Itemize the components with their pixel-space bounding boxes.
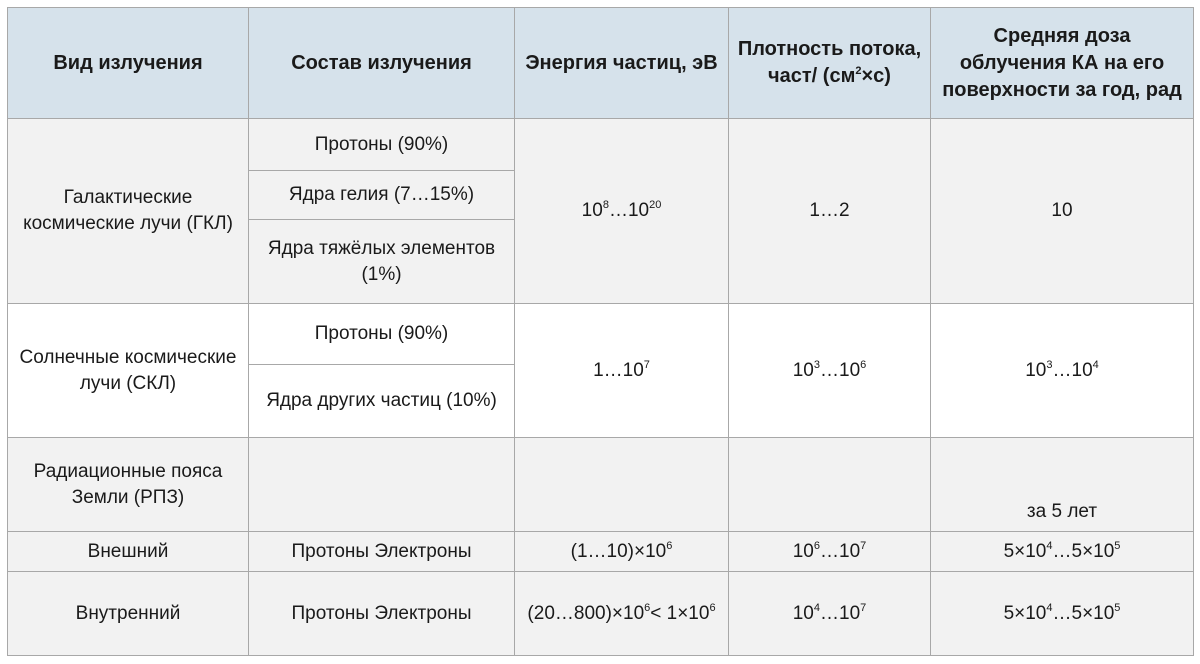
rpz-name: Радиационные пояса Земли (РПЗ): [7, 437, 249, 532]
outer-energy: (1…10)×106: [514, 531, 729, 572]
header-flux-text-end: ×с): [861, 65, 891, 87]
skl-dose: 103…104: [930, 303, 1194, 438]
gkl-name: Галактические космические лучи (ГКЛ): [7, 118, 249, 304]
table-row: Ядра тяжёлых элементов (1%): [8, 219, 1194, 304]
outer-comp: Протоны Электроны: [248, 531, 515, 572]
rpz-comp-empty: [248, 437, 515, 532]
header-energy: Энергия частиц, эВ: [514, 7, 729, 119]
inner-comp: Протоны Электроны: [248, 571, 515, 656]
inner-dose: 5×104…5×105: [930, 571, 1194, 656]
rpz-dose-note: за 5 лет: [930, 437, 1194, 532]
inner-name: Внутренний: [7, 571, 249, 656]
skl-density: 103…106: [728, 303, 931, 438]
header-dose: Средняя доза облучения КА на его поверхн…: [930, 7, 1194, 119]
table-row: Галактические космические лучи (ГКЛ) Про…: [7, 118, 1194, 304]
radiation-table-container: Вид излучения Состав излучения Энергия ч…: [7, 7, 1194, 656]
header-row: Вид излучения Состав излучения Энергия ч…: [7, 7, 1194, 119]
outer-dose: 5×104…5×105: [930, 531, 1194, 572]
table-row: Ядра гелия (7…15%): [8, 170, 1194, 220]
gkl-dose: 10: [930, 118, 1194, 304]
radiation-table: Вид излучения Состав излучения Энергия ч…: [7, 7, 1194, 656]
inner-energy: (20…800)×106< 1×106: [514, 571, 729, 656]
header-composition: Состав излучения: [248, 7, 515, 119]
header-flux-density: Плотность потока, част/ (см2×с): [728, 7, 931, 119]
skl-comp-other: Ядра других частиц (10%): [248, 364, 515, 438]
outer-name: Внешний: [7, 531, 249, 572]
header-flux-text: Плотность потока, част/ (см: [737, 38, 922, 87]
rpz-energy-empty: [514, 437, 729, 532]
table-row: Ядра других частиц (10%): [8, 364, 1194, 438]
inner-density: 104…107: [728, 571, 931, 656]
gkl-density: 1…2: [728, 118, 931, 304]
skl-energy: 1…107: [514, 303, 729, 438]
header-flux-exp: 2: [855, 65, 862, 77]
table-row: Внутренний Протоны Электроны (20…800)×10…: [7, 571, 1194, 656]
header-radiation-type: Вид излучения: [7, 7, 249, 119]
gkl-comp-protons: Протоны (90%): [248, 118, 515, 171]
table-row: Солнечные космические лучи (СКЛ) Протоны…: [7, 303, 1194, 438]
rpz-density-empty: [728, 437, 931, 532]
table-row: Внешний Протоны Электроны (1…10)×106 106…: [7, 531, 1194, 572]
skl-comp-protons: Протоны (90%): [248, 303, 515, 365]
outer-density: 106…107: [728, 531, 931, 572]
skl-name: Солнечные космические лучи (СКЛ): [7, 303, 249, 438]
table-row: Радиационные пояса Земли (РПЗ) за 5 лет: [7, 437, 1194, 532]
gkl-comp-heavy: Ядра тяжёлых элементов (1%): [248, 219, 515, 304]
gkl-energy: 108…1020: [514, 118, 729, 304]
gkl-comp-helium: Ядра гелия (7…15%): [248, 170, 515, 220]
